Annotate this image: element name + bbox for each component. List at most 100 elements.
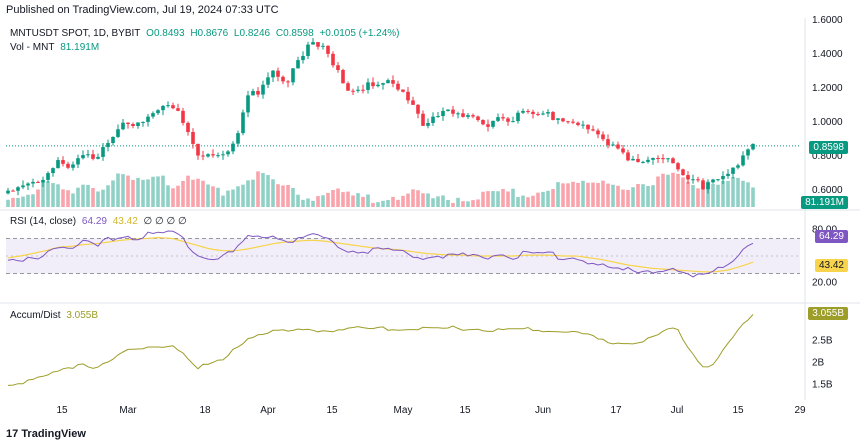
volume-bar xyxy=(141,179,145,207)
volume-badge: 81.191M xyxy=(801,196,848,209)
volume-bar xyxy=(96,191,100,207)
candle-body xyxy=(6,190,10,194)
x-axis-label: Mar xyxy=(119,405,137,416)
candle-body xyxy=(521,110,525,113)
candle-body xyxy=(631,158,635,161)
price-axis-label: 1.6000 xyxy=(812,15,843,26)
ad-axis-label: 1.5B xyxy=(812,380,833,391)
volume-bar xyxy=(536,192,540,207)
volume-bar xyxy=(481,191,485,207)
tradingview-logo-icon: 17 xyxy=(6,428,19,440)
price-legend[interactable]: MNTUSDT SPOT, 1D, BYBIT O0.8493 H0.8676 … xyxy=(10,28,403,39)
candle-body xyxy=(221,154,225,156)
volume-bar xyxy=(751,187,755,207)
candle-body xyxy=(751,143,755,150)
x-axis-label: Apr xyxy=(260,405,276,416)
candle-body xyxy=(621,148,625,153)
volume-bar xyxy=(541,191,545,207)
candle-body xyxy=(406,91,410,101)
volume-bar xyxy=(501,189,505,207)
candle-body xyxy=(411,100,415,105)
candle-body xyxy=(26,183,30,186)
volume-bar xyxy=(421,193,425,207)
volume-legend[interactable]: Vol - MNT 81.191M xyxy=(10,42,102,53)
volume-bar xyxy=(736,177,740,207)
rsi-value: 64.29 xyxy=(81,216,107,227)
candle-body xyxy=(246,95,250,113)
high-value: H0.8676 xyxy=(190,28,229,39)
volume-bar xyxy=(121,174,125,207)
volume-bar xyxy=(316,196,320,207)
low-value: L0.8246 xyxy=(233,28,271,39)
candle-body xyxy=(726,173,730,176)
volume-bar xyxy=(271,179,275,207)
candle-body xyxy=(106,143,110,148)
candle-body xyxy=(746,149,750,156)
volume-bar xyxy=(666,174,670,207)
candle-body xyxy=(176,108,180,111)
volume-bar xyxy=(561,183,565,207)
candle-body xyxy=(701,180,705,190)
volume-bar xyxy=(446,199,450,207)
price-axis-label: 1.4000 xyxy=(812,49,843,60)
candle-body xyxy=(71,164,75,168)
change-value: +0.0105 (+1.24%) xyxy=(319,28,400,39)
volume-bar xyxy=(126,175,130,207)
candle-body xyxy=(171,105,175,109)
volume-bar xyxy=(411,189,415,207)
rsi-band xyxy=(6,238,800,274)
candle-body xyxy=(646,159,650,162)
candle-body xyxy=(306,44,310,56)
x-axis-label: 17 xyxy=(610,405,622,416)
candle-body xyxy=(36,181,40,183)
ad-label: Accum/Dist xyxy=(10,310,61,321)
volume-bar xyxy=(731,176,735,207)
candle-body xyxy=(16,187,20,191)
volume-bar xyxy=(251,179,255,207)
candle-body xyxy=(381,83,385,85)
candle-body xyxy=(421,113,425,126)
candle-body xyxy=(146,116,150,122)
candle-body xyxy=(301,55,305,61)
volume-bar xyxy=(706,181,710,207)
candle-body xyxy=(91,154,95,159)
volume-bar xyxy=(691,185,695,207)
volume-bar xyxy=(61,189,65,207)
volume-bar xyxy=(486,191,490,207)
x-axis-label: 15 xyxy=(732,405,744,416)
tradingview-logo[interactable]: 17 TradingView xyxy=(6,428,86,440)
candle-body xyxy=(311,42,315,45)
volume-bar xyxy=(631,187,635,207)
candle-body xyxy=(256,91,260,95)
candle-body xyxy=(41,179,45,183)
volume-bar xyxy=(231,189,235,207)
rsi-label: RSI (14, close) xyxy=(10,216,77,227)
candle-body xyxy=(551,112,555,120)
x-axis-label: May xyxy=(394,405,413,416)
candle-body xyxy=(111,136,115,144)
ad-legend[interactable]: Accum/Dist 3.055B xyxy=(10,310,101,321)
candle-body xyxy=(371,82,375,87)
price-axis-label: 1.2000 xyxy=(812,83,843,94)
volume-bar xyxy=(491,191,495,207)
volume-bar xyxy=(306,198,310,207)
volume-bar xyxy=(86,184,90,207)
candle-body xyxy=(586,124,590,130)
candle-body xyxy=(206,154,210,157)
volume-bar xyxy=(646,185,650,207)
volume-bar xyxy=(391,196,395,207)
volume-bar xyxy=(606,183,610,207)
candle-body xyxy=(486,124,490,127)
candle-body xyxy=(616,144,620,149)
candle-body xyxy=(11,190,15,192)
volume-bar xyxy=(641,184,645,207)
candle-body xyxy=(501,117,505,119)
candle-body xyxy=(446,109,450,111)
rsi-legend[interactable]: RSI (14, close) 64.29 43.42 ∅ ∅ ∅ ∅ xyxy=(10,216,190,227)
rsi-badge: 64.29 xyxy=(814,230,848,243)
volume-bar xyxy=(496,191,500,207)
candle-body xyxy=(336,65,340,71)
rsi-line xyxy=(7,230,754,278)
x-axis-label: 29 xyxy=(794,405,806,416)
volume-bar xyxy=(511,188,515,207)
